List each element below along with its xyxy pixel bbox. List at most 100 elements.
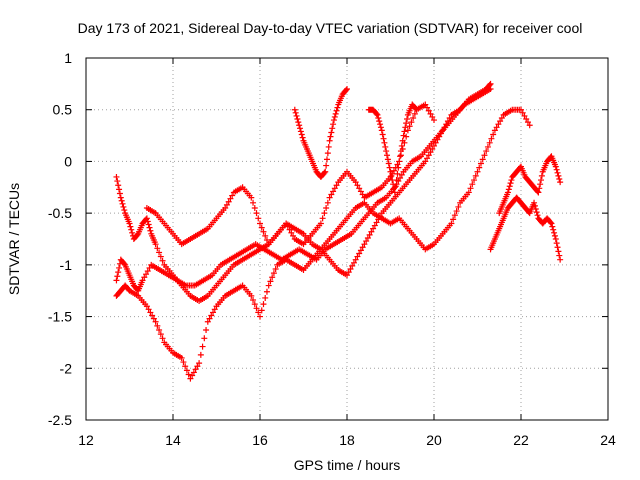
data-point: [388, 172, 395, 179]
data-point: [354, 182, 361, 189]
x-tick-label: 20: [426, 432, 442, 448]
data-point: [392, 183, 399, 190]
data-point: [260, 301, 267, 308]
data-point: [431, 142, 437, 149]
data-point: [187, 375, 194, 382]
data-point: [344, 272, 350, 279]
data-point: [253, 210, 260, 217]
data-point: [551, 232, 558, 239]
grid: [86, 58, 608, 420]
data-point: [551, 229, 558, 236]
data-point: [296, 122, 303, 129]
data-point: [204, 318, 211, 325]
data-point: [255, 309, 262, 316]
data-point: [223, 201, 230, 208]
data-point: [157, 253, 164, 260]
data-point: [146, 224, 153, 231]
data-point: [400, 132, 407, 139]
chart-title: Day 173 of 2021, Sidereal Day-to-day VTE…: [78, 20, 583, 36]
plot-frame: [85, 57, 609, 421]
data-point: [143, 271, 150, 278]
data-point: [554, 169, 561, 176]
data-point: [404, 127, 411, 134]
data-point: [180, 359, 187, 366]
data-point: [139, 277, 146, 284]
data-point: [343, 87, 350, 94]
data-point: [387, 173, 394, 180]
data-point: [116, 264, 123, 271]
data-point: [533, 209, 540, 216]
data-point: [257, 220, 263, 227]
data-point: [476, 164, 483, 171]
data-point: [491, 127, 498, 134]
data-point: [189, 372, 196, 379]
data-point: [443, 121, 450, 128]
data-point: [196, 360, 203, 367]
data-point: [152, 318, 159, 325]
data-point: [553, 166, 560, 173]
data-point: [553, 240, 560, 247]
data-point: [371, 222, 378, 229]
data-point: [402, 124, 409, 131]
data-point: [359, 244, 366, 251]
data-point: [333, 182, 340, 189]
data-point: [439, 127, 446, 134]
data-point: [444, 118, 451, 125]
data-point: [408, 119, 415, 126]
data-series: [113, 80, 564, 382]
data-point: [128, 226, 135, 233]
data-point: [427, 110, 434, 117]
data-point: [385, 160, 392, 167]
data-point: [331, 113, 338, 120]
x-tick-label: 18: [339, 432, 355, 448]
data-point: [272, 265, 279, 272]
data-point: [327, 133, 334, 140]
data-point: [113, 277, 120, 284]
series-track-3: [113, 106, 533, 305]
data-point: [190, 369, 197, 376]
data-point: [126, 220, 133, 227]
data-point: [547, 219, 554, 226]
data-point: [548, 220, 555, 227]
data-point: [330, 188, 337, 195]
data-point: [115, 269, 122, 276]
data-point: [505, 186, 512, 193]
data-point: [550, 226, 557, 233]
data-point: [147, 309, 154, 316]
data-point: [118, 197, 125, 204]
data-point: [364, 234, 371, 241]
data-point: [145, 221, 152, 228]
data-point: [156, 249, 163, 256]
series-track-1: [113, 86, 494, 294]
x-tick-label: 14: [165, 432, 181, 448]
data-point: [536, 185, 543, 192]
data-point: [398, 171, 405, 178]
data-point: [227, 195, 234, 202]
data-point: [484, 143, 491, 150]
series-track-5: [291, 86, 350, 180]
data-point: [250, 297, 257, 304]
data-point: [450, 216, 457, 223]
data-point: [283, 220, 290, 227]
data-point: [326, 194, 333, 201]
data-point: [258, 307, 265, 314]
data-point: [294, 116, 301, 123]
data-point: [552, 163, 559, 170]
x-tick-label: 12: [78, 432, 94, 448]
data-point: [114, 178, 121, 185]
y-tick-label: 0: [64, 153, 72, 169]
data-point: [255, 215, 262, 222]
data-point: [474, 168, 481, 175]
data-point: [251, 204, 258, 211]
data-point: [486, 139, 493, 146]
data-point: [333, 107, 340, 114]
data-point: [248, 194, 255, 201]
data-point: [411, 110, 418, 117]
data-point: [297, 125, 304, 132]
data-point: [403, 120, 410, 127]
data-point: [399, 137, 406, 144]
data-point: [413, 106, 420, 113]
data-point: [323, 204, 330, 211]
data-point: [192, 366, 199, 373]
data-point: [324, 199, 331, 206]
